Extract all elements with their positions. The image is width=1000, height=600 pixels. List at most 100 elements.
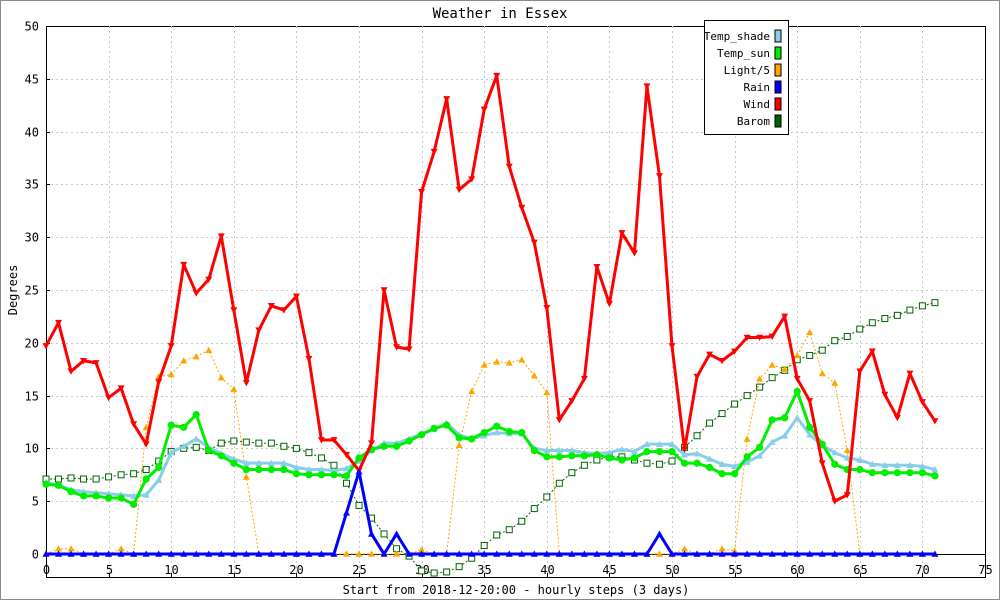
barom-point — [292, 444, 300, 452]
wind-point — [643, 83, 651, 90]
temp-shade-point — [781, 432, 789, 439]
wind-point — [405, 346, 413, 353]
barom-point — [355, 501, 363, 509]
wind-point — [92, 360, 100, 367]
temp-sun-point — [430, 424, 438, 432]
barom-point — [743, 392, 751, 400]
rain-point — [630, 550, 638, 557]
x-tick-label: 20 — [289, 563, 303, 577]
temp-shade-point — [255, 459, 263, 466]
temp-sun-point — [67, 488, 75, 496]
rain-point — [768, 550, 776, 557]
rain-point — [368, 530, 376, 537]
rain-point — [906, 550, 914, 557]
rain-point — [355, 468, 363, 475]
wind-point — [468, 176, 476, 183]
series-rain — [42, 468, 939, 557]
barom-point — [756, 383, 764, 391]
rain-point — [480, 550, 488, 557]
temp-sun-point — [493, 422, 501, 430]
temp-sun-point — [743, 453, 751, 461]
temp-shade-point — [718, 460, 726, 468]
light-5-point — [781, 365, 789, 372]
temp-shade-point — [893, 461, 901, 469]
wind-point — [292, 293, 300, 300]
series-temp-sun — [42, 387, 939, 508]
temp-sun-point — [205, 446, 213, 455]
temp-shade-point — [806, 431, 814, 438]
rain-point — [142, 550, 150, 557]
wind-point — [831, 498, 839, 505]
rain-point — [393, 530, 401, 537]
light-5-point — [718, 545, 726, 552]
rain-point — [505, 550, 513, 557]
barom-point — [380, 530, 388, 538]
barom-point — [80, 475, 88, 483]
wind-point — [380, 287, 388, 294]
wind-point — [280, 307, 288, 314]
barom-point — [455, 563, 463, 571]
x-tick-label: 65 — [853, 563, 867, 577]
rain-point — [55, 550, 63, 557]
legend-label-barom: Barom — [737, 115, 770, 128]
temp-sun-point — [330, 471, 338, 479]
x-tick-label: 75 — [978, 563, 992, 577]
rain-point — [806, 550, 814, 557]
rain-point — [693, 550, 701, 557]
temp-shade-point — [630, 448, 638, 455]
barom-point — [217, 439, 225, 447]
rain-point — [843, 550, 851, 557]
rain-point — [580, 550, 588, 557]
x-tick-label: 35 — [477, 563, 491, 577]
rain-point — [443, 550, 451, 557]
barom-point — [55, 475, 63, 483]
light-5-point — [818, 369, 826, 377]
temp-sun-point — [355, 454, 363, 462]
wind-point — [918, 399, 926, 406]
wind-point — [330, 437, 338, 444]
temp-shade-point — [831, 449, 839, 456]
rain-point — [80, 550, 88, 557]
wind-point — [868, 348, 876, 355]
wind-point — [931, 418, 939, 425]
temp-sun-point — [455, 434, 463, 442]
temp-sun-point — [918, 469, 927, 477]
rain-point — [555, 550, 563, 557]
temp-sun-point — [54, 481, 63, 489]
temp-sun-point — [480, 428, 488, 437]
barom-point — [906, 306, 914, 314]
wind-point — [731, 348, 739, 355]
light-5-point — [368, 550, 376, 557]
rain-point — [593, 550, 601, 557]
wind-point — [655, 173, 663, 180]
temp-sun-point — [505, 427, 513, 436]
barom-point — [130, 470, 138, 478]
temp-sun-point — [267, 465, 275, 474]
temp-shade-point — [180, 442, 188, 450]
barom-point — [668, 457, 676, 465]
wind-point — [568, 398, 576, 405]
light-5-point — [67, 545, 75, 552]
temp-shade-point — [931, 466, 939, 473]
x-tick-label: 50 — [665, 563, 679, 577]
barom-point — [67, 474, 75, 482]
legend-label-temp-sun: Temp_sun — [717, 47, 770, 60]
barom-point — [580, 461, 588, 469]
wind-point — [781, 313, 789, 320]
temp-sun-point — [92, 492, 100, 500]
rain-point — [931, 550, 939, 557]
temp-sun-point — [292, 470, 300, 478]
temp-shade-point — [242, 459, 250, 466]
light-5-point — [731, 547, 739, 554]
x-tick-label: 10 — [164, 563, 178, 577]
temp-shade-point — [655, 440, 663, 447]
barom-point — [806, 351, 814, 359]
rain-point — [130, 550, 138, 557]
barom-point — [518, 517, 526, 525]
legend-label-rain: Rain — [744, 81, 771, 94]
rain-point — [731, 550, 739, 557]
temp-shade-point — [668, 440, 676, 447]
barom-point — [280, 442, 288, 450]
temp-sun-point — [568, 452, 576, 460]
